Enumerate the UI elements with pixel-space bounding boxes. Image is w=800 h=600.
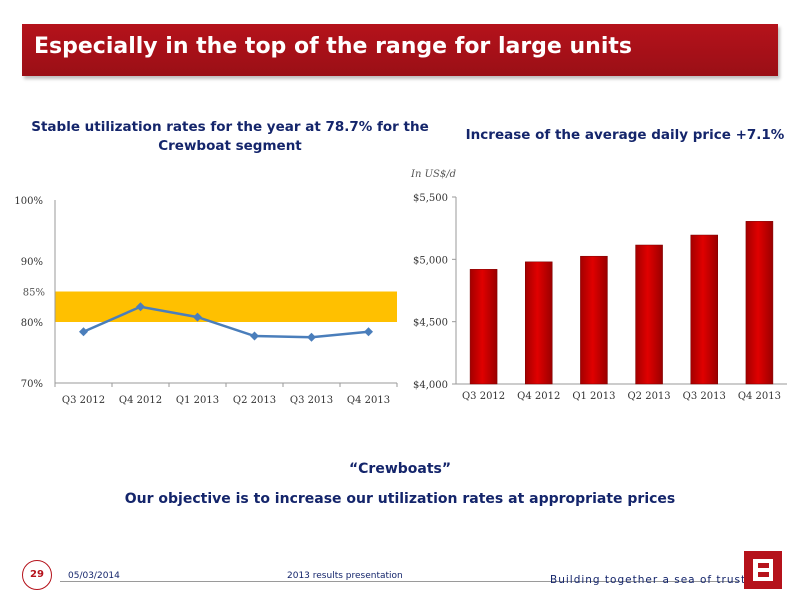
data-point [136,302,145,312]
y-tick-label: 90% [21,257,43,268]
unit-label: In US$/d [410,169,456,180]
x-tick-label: Q4 2012 [517,391,560,402]
y-tick-label: $5,000 [413,255,448,266]
footer-date: 05/03/2014 [68,571,120,581]
x-tick-label: Q1 2013 [176,395,219,406]
x-tick-label: Q2 2013 [233,395,276,406]
bar [690,234,718,385]
x-tick-label: Q2 2013 [627,391,670,402]
x-tick-label: Q3 2013 [683,391,726,402]
x-tick-label: Q4 2013 [738,391,781,402]
data-point [193,312,202,322]
utilization-line [82,305,369,339]
title-bar: Especially in the top of the range for l… [22,24,778,76]
utilization-chart-title: Stable utilization rates for the year at… [31,119,429,154]
x-tick-label: Q3 2012 [462,391,505,402]
y-tick-label: 100% [14,196,43,207]
x-tick-label: Q4 2012 [119,395,162,406]
x-tick-label: Q4 2013 [347,395,390,406]
data-point [307,332,316,342]
x-tick-label: Q3 2013 [290,395,333,406]
data-point [364,327,373,337]
x-tick-label: Q1 2013 [572,391,615,402]
y-tick-label: $4,000 [413,380,448,391]
bar [635,244,663,385]
y-tick-label: $4,500 [413,318,448,329]
y-tick-label: 80% [21,318,43,329]
bar [580,255,608,385]
band-label: 85% [23,288,45,299]
footer-divider [60,581,740,582]
objective-statement: Our objective is to increase our utiliza… [124,491,676,507]
daily-price-chart-title: Increase of the average daily price +7.1… [465,127,785,143]
footer-presentation-name: 2013 results presentation [287,571,403,581]
bar [525,261,553,385]
target-band [55,291,397,322]
y-tick-label: 70% [21,379,43,390]
utilization-line-chart: 100% 90% 80% 70% Q3 2012 Q4 2012 Q1 2013 Q2 20… [14,196,398,406]
y-tick-label: $5,500 [413,193,448,204]
bar [745,221,774,385]
x-tick-label: Q3 2012 [62,395,105,406]
footer-slogan: Building together a sea of trust [550,574,747,586]
page-number: 29 [22,560,52,590]
bar [469,269,498,385]
segment-subtitle: “Crewboats” [348,461,452,477]
company-logo [744,551,782,589]
data-point [250,331,259,341]
page-title: Especially in the top of the range for l… [34,34,632,59]
data-point [79,327,88,337]
daily-price-bar-chart: In US$/d $5,500 $5,000 $4,500 $4,000 Q3 201… [410,169,787,402]
